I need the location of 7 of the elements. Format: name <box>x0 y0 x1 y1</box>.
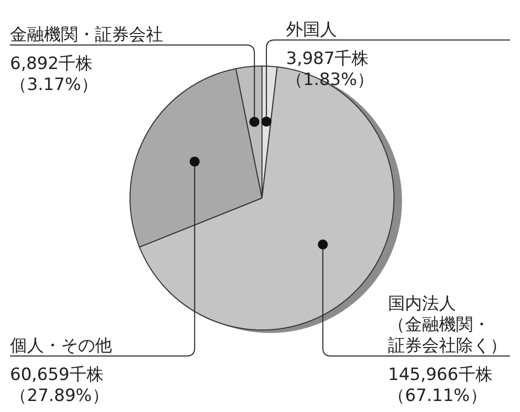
slice-label: 金融機関・証券会社 <box>10 25 163 45</box>
slice-label: 国内法人（金融機関・証券会社除く） <box>388 294 507 356</box>
data-label: 145,966千株（67.11%） <box>388 365 492 406</box>
data-label: 6,892千株（3.17%） <box>10 54 98 95</box>
data-label: 60,659千株（27.89%） <box>10 365 109 406</box>
slice-label: 外国人 <box>286 20 337 40</box>
slice-label: 個人・その他 <box>10 336 112 356</box>
